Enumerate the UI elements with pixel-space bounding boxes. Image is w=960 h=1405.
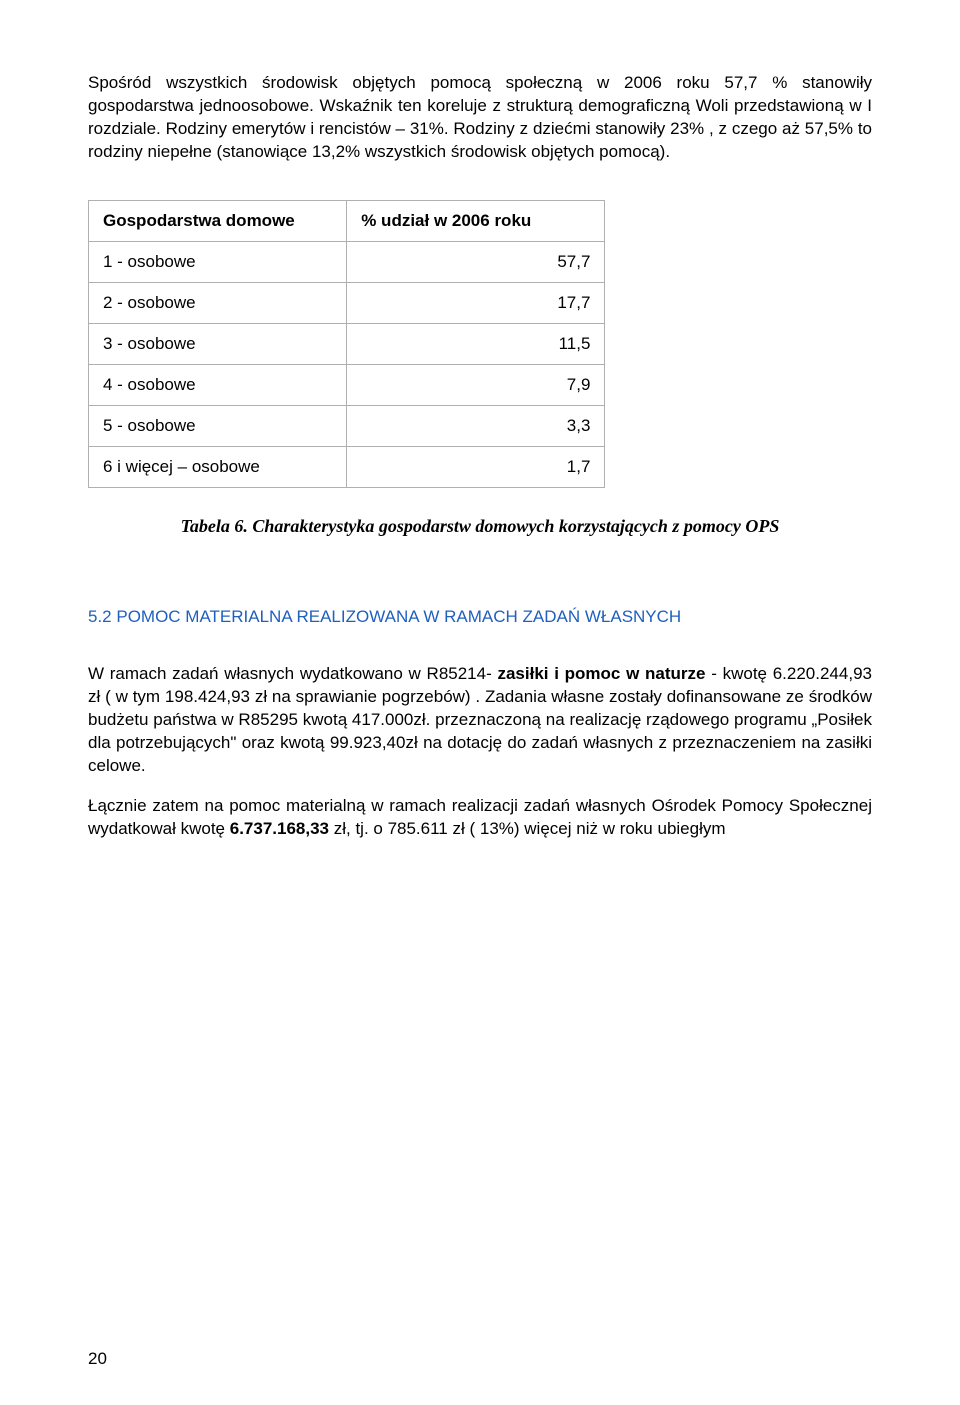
table-cell-value: 3,3 <box>347 405 605 446</box>
table-header-right: % udział w 2006 roku <box>347 200 605 241</box>
table-header-row: Gospodarstwa domowe % udział w 2006 roku <box>89 200 605 241</box>
section-heading: 5.2 POMOC MATERIALNA REALIZOWANA W RAMAC… <box>88 607 872 627</box>
text-bold: zasiłki i pomoc w naturze <box>497 664 705 683</box>
table-cell-label: 1 - osobowe <box>89 241 347 282</box>
table-caption: Tabela 6. Charakterystyka gospodarstw do… <box>88 516 872 537</box>
table-row: 1 - osobowe 57,7 <box>89 241 605 282</box>
table-cell-value: 57,7 <box>347 241 605 282</box>
household-table: Gospodarstwa domowe % udział w 2006 roku… <box>88 200 605 488</box>
table-cell-label: 5 - osobowe <box>89 405 347 446</box>
paragraph-intro: Spośród wszystkich środowisk objętych po… <box>88 72 872 164</box>
text-bold: 6.737.168,33 <box>230 819 329 838</box>
paragraph-body-2: Łącznie zatem na pomoc materialną w rama… <box>88 795 872 841</box>
paragraph-body-1: W ramach zadań własnych wydatkowano w R8… <box>88 663 872 778</box>
page-number: 20 <box>88 1349 107 1369</box>
table-cell-value: 1,7 <box>347 446 605 487</box>
table-cell-label: 4 - osobowe <box>89 364 347 405</box>
table-row: 2 - osobowe 17,7 <box>89 282 605 323</box>
table-cell-value: 7,9 <box>347 364 605 405</box>
text-run: zł, tj. o 785.611 zł ( 13%) więcej niż w… <box>329 819 726 838</box>
table-cell-label: 3 - osobowe <box>89 323 347 364</box>
table-row: 3 - osobowe 11,5 <box>89 323 605 364</box>
table-cell-value: 11,5 <box>347 323 605 364</box>
document-page: Spośród wszystkich środowisk objętych po… <box>0 0 960 1405</box>
table-cell-value: 17,7 <box>347 282 605 323</box>
table-cell-label: 2 - osobowe <box>89 282 347 323</box>
table-row: 4 - osobowe 7,9 <box>89 364 605 405</box>
table-row: 5 - osobowe 3,3 <box>89 405 605 446</box>
table-cell-label: 6 i więcej – osobowe <box>89 446 347 487</box>
table-header-left: Gospodarstwa domowe <box>89 200 347 241</box>
text-run: W ramach zadań własnych wydatkowano w R8… <box>88 664 497 683</box>
table-row: 6 i więcej – osobowe 1,7 <box>89 446 605 487</box>
